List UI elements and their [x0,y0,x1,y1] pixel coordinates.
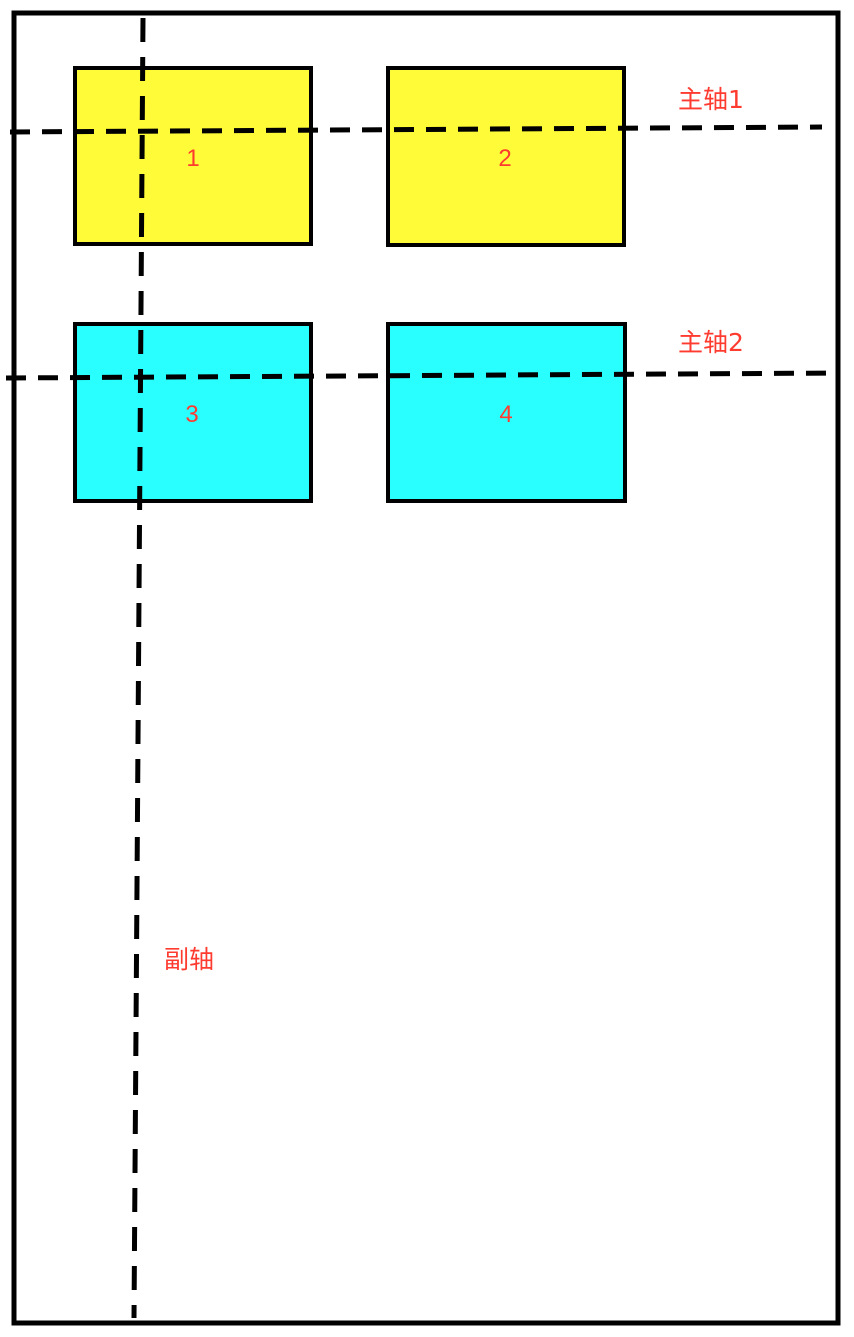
box-3 [73,322,313,503]
main-axis-1-label: 主轴1 [678,85,744,114]
cross-axis-label: 副轴 [164,945,214,974]
box-1 [73,66,313,246]
box-4 [386,322,627,503]
box-3-label: 3 [185,401,198,428]
main-axis-1-line [9,124,823,135]
box-2 [386,66,626,247]
cross-axis-line [131,17,146,1319]
main-axis-2-label: 主轴2 [678,328,744,357]
box-4-label: 4 [499,401,512,428]
box-1-label: 1 [186,145,199,172]
box-2-label: 2 [498,145,511,172]
main-axis-2-line [5,370,841,381]
